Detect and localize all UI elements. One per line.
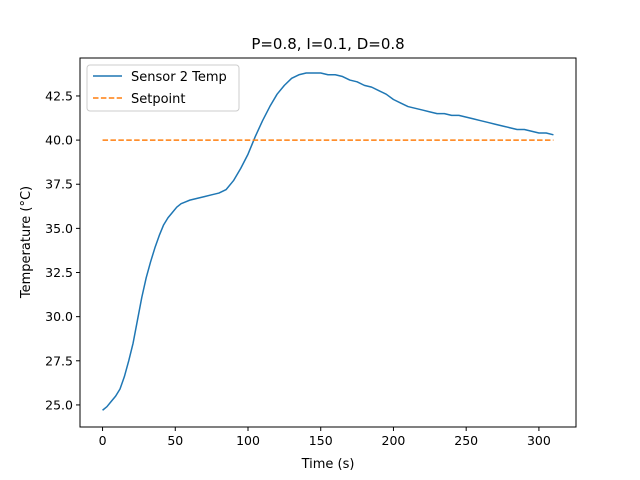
legend: Sensor 2 Temp Setpoint	[86, 64, 240, 112]
legend-label-setpoint: Setpoint	[131, 92, 186, 107]
x-tick-label: 250	[454, 433, 478, 448]
x-tick-label: 50	[167, 433, 183, 448]
y-tick-label: 30.0	[45, 309, 73, 324]
axis-ticks: 0 50 100 150 200 250 300 25.0 27.5 30.0 32.5 35.0 37…	[45, 88, 551, 448]
y-tick-label: 27.5	[45, 353, 73, 368]
plot-area	[102, 72, 554, 411]
y-tick-label: 37.5	[45, 177, 73, 192]
y-tick-label: 35.0	[45, 221, 73, 236]
x-tick-label: 150	[309, 433, 333, 448]
y-axis-label: Temperature (°C)	[19, 186, 34, 299]
x-tick-label: 100	[236, 433, 260, 448]
x-tick-label: 0	[99, 433, 107, 448]
chart-title: P=0.8, I=0.1, D=0.8	[251, 35, 404, 53]
x-tick-label: 300	[527, 433, 551, 448]
axes-frame	[79, 57, 577, 428]
x-axis-label: Time (s)	[301, 457, 355, 472]
legend-box	[86, 64, 240, 112]
legend-label-sensor-2-temp: Sensor 2 Temp	[131, 70, 227, 85]
x-tick-label: 200	[382, 433, 406, 448]
y-tick-label: 25.0	[45, 397, 73, 412]
y-tick-label: 40.0	[45, 133, 73, 148]
series-line-sensor-2-temp	[102, 72, 554, 411]
y-tick-label: 32.5	[45, 265, 73, 280]
y-tick-label: 42.5	[45, 88, 73, 103]
